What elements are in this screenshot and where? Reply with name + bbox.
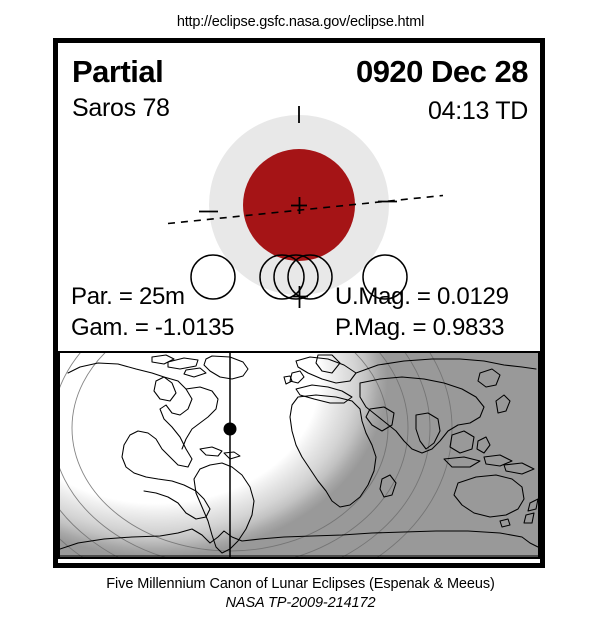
coast-madagascar — [379, 474, 397, 498]
coast-new-zealand-b — [523, 512, 535, 524]
coast-indonesia-b — [483, 454, 513, 467]
publication-footer: Five Millennium Canon of Lunar Eclipses … — [0, 576, 601, 611]
eclipse-visibility-zones — [60, 353, 482, 557]
eclipse-type-title: Partial — [72, 54, 164, 89]
eclipse-time-label: 04:13 TD — [428, 97, 528, 125]
moon-path-dashed-line — [167, 194, 444, 225]
coast-hudson-bay — [153, 376, 177, 402]
moon-circle-umbral-contact-u4 — [287, 254, 333, 300]
umbra-circle — [243, 149, 355, 261]
source-url: http://eclipse.gsfc.nasa.gov/eclipse.htm… — [176, 14, 425, 30]
coast-philippines — [476, 436, 491, 454]
coast-arabia — [365, 406, 395, 432]
coast-japan — [495, 394, 511, 414]
eclipse-card: Partial 0920 Dec 28 Saros 78 04:13 TD Pa… — [53, 38, 545, 568]
penumbra-circle — [209, 115, 389, 295]
sublunar-point-marker — [223, 422, 237, 436]
coast-arctic-islands-c — [183, 367, 207, 378]
visibility-map — [60, 353, 538, 557]
coast-india — [415, 412, 441, 450]
saros-label: Saros 78 — [72, 94, 170, 122]
coast-arctic-islands-b — [151, 354, 175, 365]
coast-antarctica — [60, 528, 538, 550]
coastlines — [60, 354, 538, 557]
coast-korea-kamchatka — [477, 368, 501, 388]
coast-us-east — [181, 386, 219, 450]
moon-circle-greatest-eclipse — [273, 254, 319, 300]
coast-indonesia-a — [443, 456, 481, 468]
visibility-map-frame — [58, 351, 540, 559]
coast-ireland — [283, 375, 293, 385]
stat-pmag: P.Mag. = 0.9833 — [335, 314, 505, 341]
coast-greenland — [203, 355, 249, 380]
coast-africa — [289, 394, 377, 508]
coast-tasmania — [499, 518, 511, 528]
coast-caribbean-a — [199, 446, 223, 457]
coast-uk — [289, 370, 305, 384]
moon-circle-penumbral-contact-p1 — [190, 254, 236, 300]
eclipse-date-title: 0920 Dec 28 — [355, 54, 529, 89]
coast-se-asia — [449, 430, 475, 454]
coast-new-zealand-a — [527, 498, 538, 512]
stat-gam: Gam. = -1.0135 — [71, 314, 235, 341]
coast-australia — [453, 474, 525, 518]
coast-north-america — [67, 362, 211, 520]
coast-arctic-islands-a — [167, 357, 199, 370]
coast-asia — [355, 358, 537, 454]
stat-par: Par. = 25m — [71, 283, 185, 310]
stat-umag: U.Mag. = 0.0129 — [335, 283, 509, 310]
footer-canon-line: Five Millennium Canon of Lunar Eclipses … — [106, 576, 495, 592]
coast-europe-a — [295, 356, 357, 384]
footer-report-line: NASA TP-2009-214172 — [225, 595, 376, 611]
visibility-map-wrapper — [58, 346, 540, 563]
coast-new-guinea — [503, 462, 535, 475]
coast-scandinavia — [315, 354, 341, 374]
moon-circle-umbral-contact-u1 — [259, 254, 305, 300]
eclipse-info-panel: Partial 0920 Dec 28 Saros 78 04:13 TD Pa… — [58, 43, 540, 346]
